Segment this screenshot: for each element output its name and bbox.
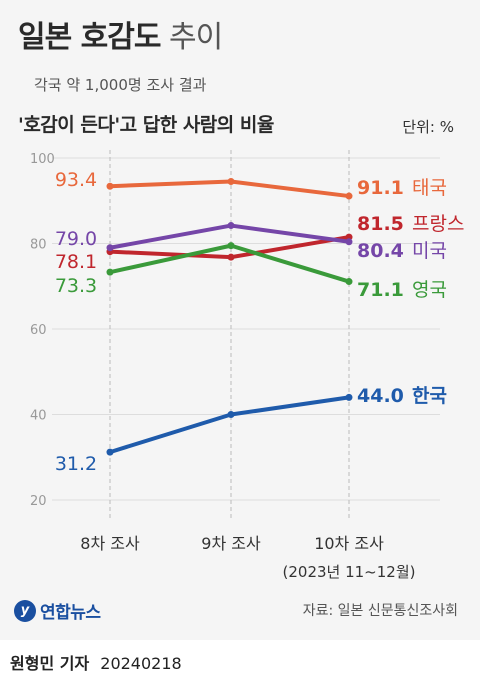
y-tick-label: 60 [30, 323, 47, 338]
source-label: 자료: 일본 신문통신조사회 [302, 603, 458, 619]
yonhap-logo: y 연합뉴스 [14, 598, 101, 623]
start-value-label: 73.3 [55, 275, 97, 297]
series-point [227, 222, 235, 230]
y-tick-label: 20 [30, 494, 47, 509]
series-point [227, 178, 235, 186]
series-name-label: 태국 [412, 177, 447, 199]
logo-mark-letter: y [20, 603, 30, 618]
series-name-label: 영국 [412, 279, 447, 301]
infographic-card: 일본 호감도 추이 각국 약 1,000명 조사 결과 '호감이 든다'고 답한… [14, 12, 465, 623]
y-tick-label: 100 [30, 152, 55, 167]
series-point [106, 244, 114, 252]
start-value-label: 93.4 [55, 169, 97, 191]
reporter-name: 원형민 기자 [10, 654, 90, 673]
x-tick-label: 10차 조사 [314, 534, 384, 553]
y-tick-label: 40 [30, 409, 47, 424]
chart-heading: '호감이 든다'고 답한 사람의 비율 [18, 114, 274, 136]
series-line [108, 243, 351, 284]
byline: 원형민 기자 20240218 [10, 650, 182, 674]
end-value-label: 91.1 [357, 177, 404, 199]
series-name-label: 한국 [412, 385, 447, 407]
series-point [106, 182, 114, 190]
series-point [227, 411, 235, 418]
end-value-label: 44.0 [357, 385, 404, 407]
title-bold: 일본 호감도 [18, 20, 161, 55]
x-tick-note: (2023년 11~12월) [283, 563, 416, 581]
chart-subtitle: 각국 약 1,000명 조사 결과 [34, 76, 207, 94]
y-tick-label: 80 [30, 238, 47, 253]
start-value-label: 78.1 [55, 251, 97, 273]
end-value-label: 80.4 [357, 240, 404, 262]
logo-text: 연합뉴스 [40, 603, 101, 623]
series-point [106, 268, 114, 276]
series-name-label: 프랑스 [412, 213, 464, 235]
series-name-label: 미국 [412, 240, 447, 262]
end-value-label: 81.5 [357, 213, 404, 235]
series-point [345, 238, 353, 246]
chart-title: 일본 호감도 추이 [18, 12, 223, 56]
yonhap-logo-icon: y [14, 599, 36, 622]
publish-date: 20240218 [100, 654, 182, 673]
series-point [345, 393, 353, 401]
series-line [108, 395, 351, 455]
series-point [227, 253, 235, 261]
x-tick-label: 9차 조사 [201, 534, 261, 553]
x-tick-label: 8차 조사 [80, 534, 140, 553]
series-point [227, 242, 235, 250]
line-chart: 20 40 60 80 100 8차 조사 9차 조사 10차 조사 (2023년 11~12월… [30, 150, 464, 581]
series-point [345, 192, 353, 200]
end-value-label: 71.1 [357, 279, 404, 301]
series-point [345, 278, 353, 286]
start-value-label: 31.2 [55, 453, 97, 475]
title-light: 추이 [169, 20, 223, 55]
series-point [106, 448, 114, 456]
start-value-label: 79.0 [55, 228, 97, 250]
unit-label: 단위: % [402, 118, 454, 136]
